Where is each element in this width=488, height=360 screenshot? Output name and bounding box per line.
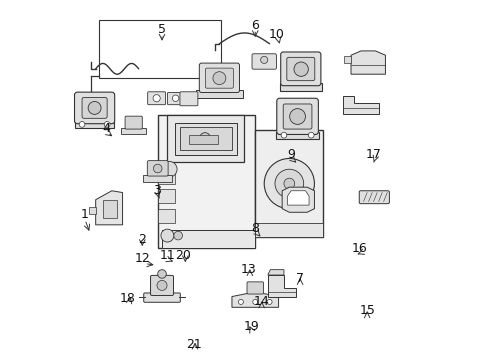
FancyBboxPatch shape — [276, 98, 318, 134]
Polygon shape — [267, 275, 296, 297]
Circle shape — [281, 132, 286, 138]
Polygon shape — [158, 169, 174, 184]
Polygon shape — [167, 116, 244, 162]
Polygon shape — [75, 121, 114, 128]
Circle shape — [308, 132, 313, 138]
Text: 9: 9 — [286, 148, 294, 161]
Circle shape — [199, 133, 210, 143]
FancyBboxPatch shape — [251, 54, 276, 69]
FancyBboxPatch shape — [286, 57, 314, 81]
Circle shape — [104, 122, 110, 127]
Bar — [99, 21, 221, 78]
Text: 15: 15 — [359, 305, 374, 318]
FancyBboxPatch shape — [143, 293, 180, 302]
Text: 12: 12 — [134, 252, 150, 265]
Circle shape — [264, 158, 314, 209]
Circle shape — [212, 72, 225, 85]
Text: 1: 1 — [81, 208, 89, 221]
Circle shape — [284, 178, 294, 189]
FancyBboxPatch shape — [147, 92, 165, 105]
Circle shape — [88, 102, 101, 114]
Circle shape — [161, 229, 174, 242]
Text: 18: 18 — [120, 292, 136, 305]
Polygon shape — [174, 123, 237, 155]
Circle shape — [289, 109, 305, 125]
Text: 20: 20 — [175, 249, 191, 262]
Polygon shape — [143, 175, 172, 182]
Text: 19: 19 — [244, 320, 259, 333]
Polygon shape — [162, 230, 255, 248]
FancyBboxPatch shape — [246, 282, 263, 294]
Circle shape — [79, 122, 85, 127]
Polygon shape — [276, 132, 319, 139]
FancyBboxPatch shape — [180, 92, 198, 106]
Text: 16: 16 — [351, 242, 366, 255]
FancyBboxPatch shape — [359, 191, 388, 204]
Text: 8: 8 — [251, 222, 259, 235]
Polygon shape — [180, 127, 231, 149]
Circle shape — [153, 164, 162, 173]
Polygon shape — [88, 207, 96, 214]
Polygon shape — [287, 191, 308, 205]
Text: 7: 7 — [295, 272, 304, 285]
Text: 2: 2 — [138, 233, 146, 246]
Circle shape — [158, 270, 166, 278]
Polygon shape — [102, 200, 117, 218]
Polygon shape — [350, 51, 385, 74]
Circle shape — [293, 62, 308, 76]
FancyBboxPatch shape — [283, 104, 311, 129]
Text: 3: 3 — [152, 184, 160, 197]
Text: 14: 14 — [253, 296, 269, 309]
FancyBboxPatch shape — [199, 63, 239, 93]
Polygon shape — [158, 209, 174, 223]
Polygon shape — [121, 128, 145, 134]
FancyBboxPatch shape — [82, 98, 107, 118]
Text: 6: 6 — [251, 19, 259, 32]
Circle shape — [238, 300, 243, 305]
Polygon shape — [343, 96, 378, 114]
FancyBboxPatch shape — [167, 93, 183, 105]
Circle shape — [252, 300, 257, 305]
Polygon shape — [267, 270, 284, 275]
FancyBboxPatch shape — [205, 68, 233, 88]
Circle shape — [157, 280, 167, 291]
Polygon shape — [158, 189, 174, 203]
Polygon shape — [255, 130, 323, 237]
Circle shape — [266, 300, 271, 305]
Polygon shape — [158, 116, 255, 248]
Text: 4: 4 — [102, 122, 110, 135]
Text: 21: 21 — [186, 338, 202, 351]
Text: 10: 10 — [268, 28, 284, 41]
FancyBboxPatch shape — [147, 161, 168, 176]
Circle shape — [260, 56, 267, 63]
Circle shape — [174, 231, 182, 240]
FancyBboxPatch shape — [125, 116, 142, 129]
Polygon shape — [279, 83, 321, 91]
Polygon shape — [255, 223, 323, 237]
Text: 11: 11 — [159, 249, 175, 262]
Circle shape — [172, 95, 179, 102]
FancyBboxPatch shape — [150, 275, 173, 296]
Polygon shape — [343, 56, 350, 63]
Circle shape — [274, 169, 303, 198]
Bar — [188, 135, 217, 144]
Text: 17: 17 — [365, 148, 381, 161]
Text: 13: 13 — [240, 263, 255, 276]
FancyBboxPatch shape — [74, 92, 115, 124]
Polygon shape — [196, 90, 242, 98]
Polygon shape — [282, 187, 314, 212]
Circle shape — [161, 161, 177, 177]
Polygon shape — [96, 191, 122, 225]
FancyBboxPatch shape — [280, 52, 320, 86]
Circle shape — [153, 95, 160, 102]
Text: 5: 5 — [158, 23, 166, 36]
Polygon shape — [231, 293, 278, 307]
